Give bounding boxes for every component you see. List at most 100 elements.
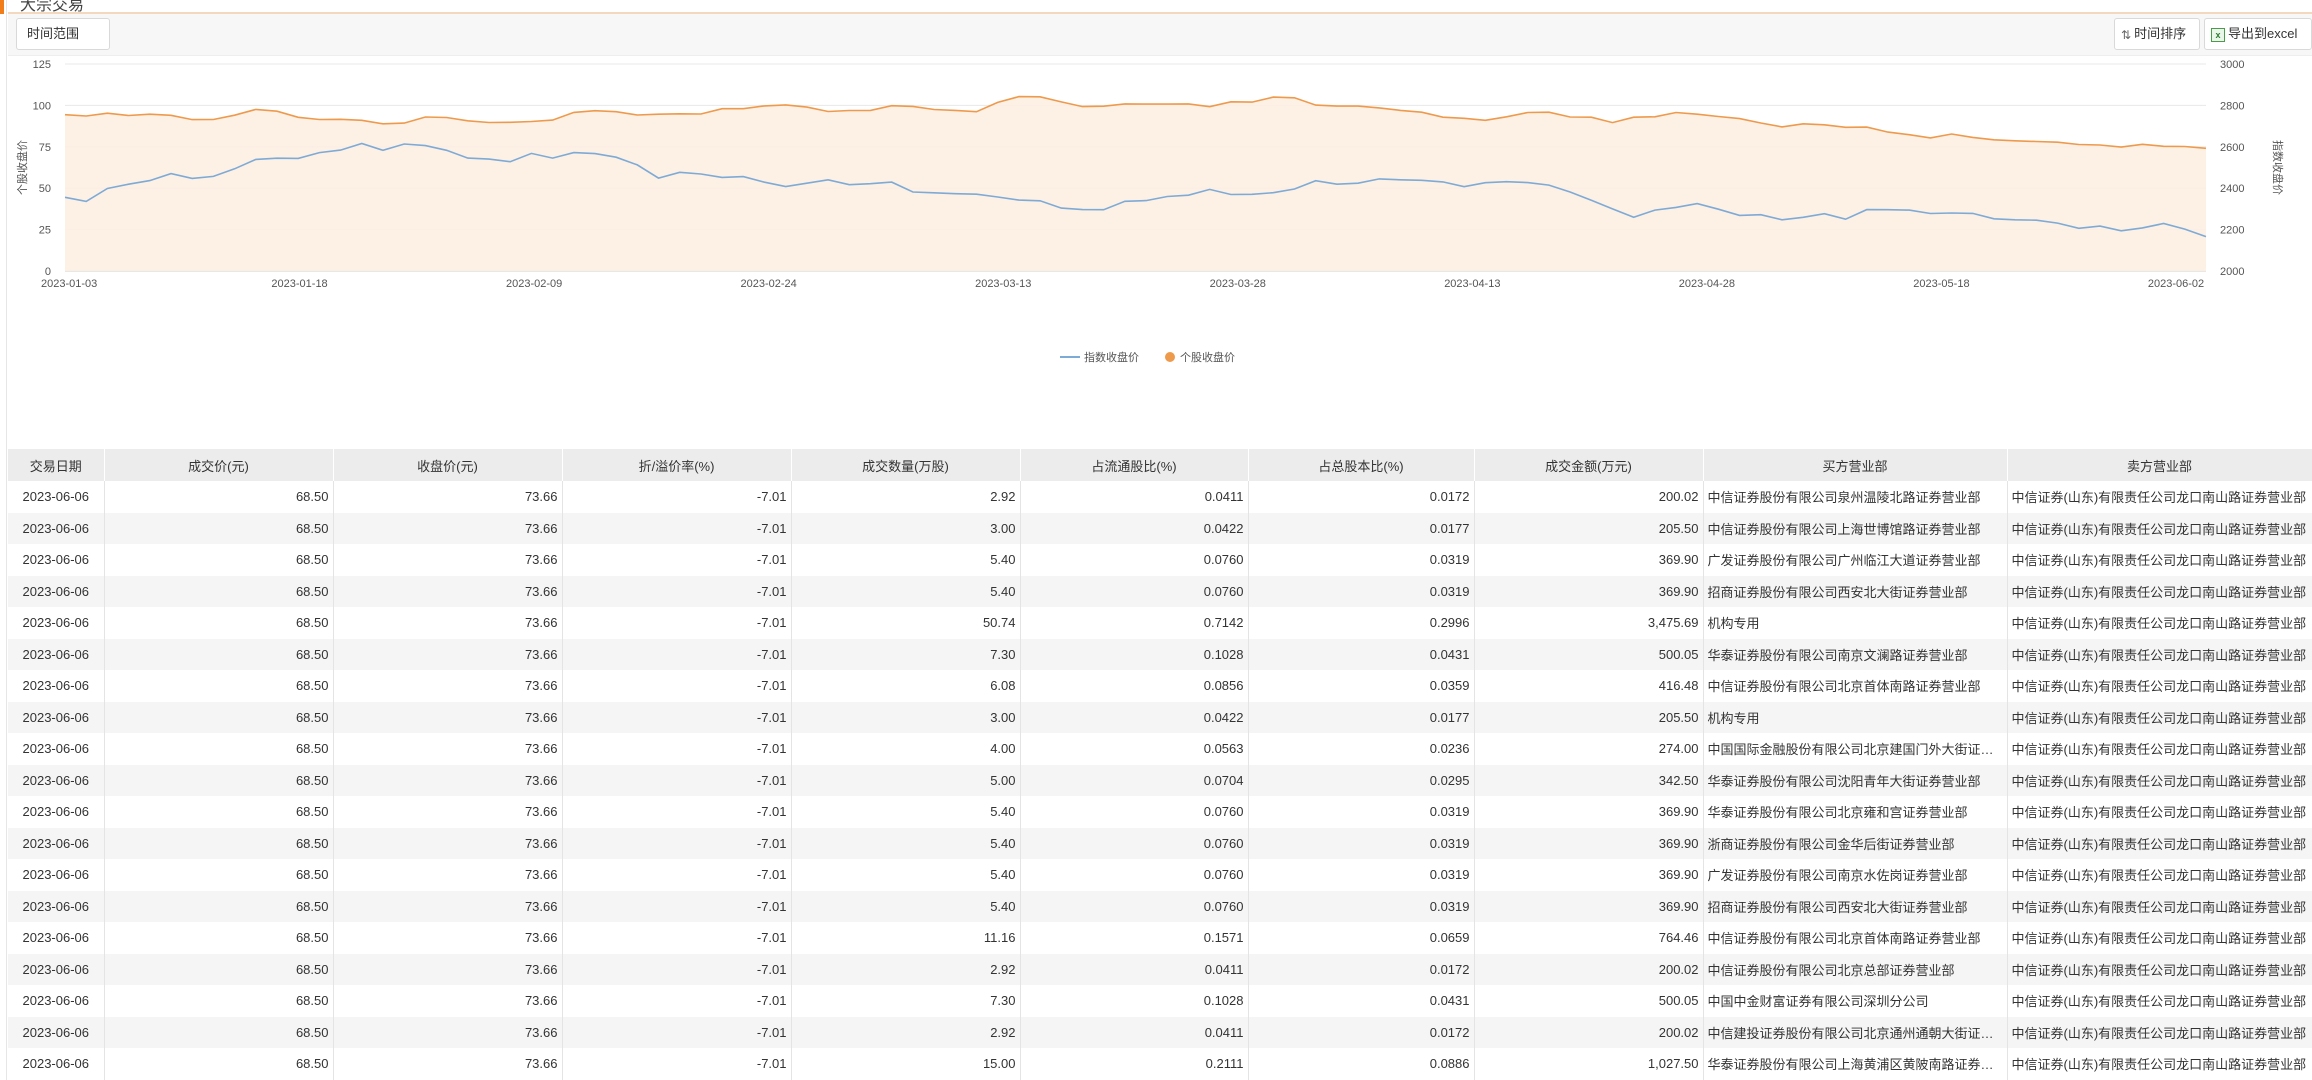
table-row[interactable]: 2023-06-06 68.50 73.66 -7.01 7.30 0.1028 0.043… bbox=[8, 638, 2312, 670]
table-row[interactable]: 2023-06-06 68.50 73.66 -7.01 6.08 0.0856 0.035… bbox=[8, 670, 2312, 702]
table-cell: 中信建投证券股份有限公司北京通州通朝大街证券营业部 bbox=[1703, 1016, 2008, 1048]
export-excel-button[interactable]: x 导出到excel bbox=[2204, 18, 2312, 50]
table-row[interactable]: 2023-06-06 68.50 73.66 -7.01 5.40 0.0760 0.031… bbox=[8, 544, 2312, 576]
table-cell: 1,027.50 bbox=[1474, 1048, 1704, 1080]
table-cell: 5.40 bbox=[791, 575, 1021, 607]
table-cell: 广发证券股份有限公司广州临江大道证券营业部 bbox=[1703, 544, 2008, 576]
table-cell: 500.05 bbox=[1474, 985, 1704, 1017]
y-tick-label-left: 125 bbox=[33, 59, 51, 71]
table-cell: 73.66 bbox=[333, 512, 563, 544]
column-header[interactable]: 成交数量(万股) bbox=[791, 449, 1021, 481]
table-row[interactable]: 2023-06-06 68.50 73.66 -7.01 5.40 0.0760 0.031… bbox=[8, 827, 2312, 859]
table-row[interactable]: 2023-06-06 68.50 73.66 -7.01 5.00 0.0704 0.029… bbox=[8, 764, 2312, 796]
table-row[interactable]: 2023-06-06 68.50 73.66 -7.01 4.00 0.0563 0.023… bbox=[8, 733, 2312, 765]
table-cell: 2023-06-06 bbox=[8, 575, 105, 607]
table-cell: -7.01 bbox=[562, 922, 792, 954]
table-cell: 0.0172 bbox=[1248, 481, 1475, 513]
table-cell: -7.01 bbox=[562, 796, 792, 828]
table-cell: 0.0856 bbox=[1020, 670, 1249, 702]
table-row[interactable]: 2023-06-06 68.50 73.66 -7.01 5.40 0.0760 0.031… bbox=[8, 859, 2312, 891]
table-cell: 中信证券(山东)有限责任公司龙口南山路证券营业部 bbox=[2007, 827, 2312, 859]
table-cell: 7.30 bbox=[791, 638, 1021, 670]
table-row[interactable]: 2023-06-06 68.50 73.66 -7.01 5.40 0.0760 0.031… bbox=[8, 575, 2312, 607]
y-tick-label-left: 0 bbox=[45, 266, 51, 278]
toolbar: 时间范围 ⇅ 时间排序 x 导出到excel bbox=[8, 14, 2312, 56]
table-cell: 73.66 bbox=[333, 607, 563, 639]
table-cell: 0.0411 bbox=[1020, 1016, 1249, 1048]
table-cell: 68.50 bbox=[104, 1048, 334, 1080]
excel-icon: x bbox=[2211, 27, 2225, 42]
table-cell: 11.16 bbox=[791, 922, 1021, 954]
column-header[interactable]: 买方营业部 bbox=[1703, 449, 2008, 481]
legend-label-index: 指数收盘价 bbox=[1084, 350, 1139, 364]
table-cell: 华泰证券股份有限公司沈阳青年大街证券营业部 bbox=[1703, 764, 2008, 796]
y-tick-label-right: 2800 bbox=[2220, 100, 2244, 112]
table-cell: 0.0177 bbox=[1248, 512, 1475, 544]
table-cell: 0.0659 bbox=[1248, 922, 1475, 954]
table-cell: 0.0295 bbox=[1248, 764, 1475, 796]
table-cell: 0.2996 bbox=[1248, 607, 1475, 639]
table-cell: 3.00 bbox=[791, 701, 1021, 733]
table-row[interactable]: 2023-06-06 68.50 73.66 -7.01 5.40 0.0760 0.031… bbox=[8, 796, 2312, 828]
table-row[interactable]: 2023-06-06 68.50 73.66 -7.01 3.00 0.0422 0.017… bbox=[8, 512, 2312, 544]
table-cell: 2023-06-06 bbox=[8, 670, 105, 702]
table-row[interactable]: 2023-06-06 68.50 73.66 -7.01 5.40 0.0760 0.031… bbox=[8, 890, 2312, 922]
block-trade-table: 交易日期 成交价(元) 收盘价(元) 折/溢价率(%) 成交数量(万股) 占流通股比(%)… bbox=[8, 449, 2312, 1080]
x-tick-label: 2023-05-18 bbox=[1913, 278, 1969, 290]
table-row[interactable]: 2023-06-06 68.50 73.66 -7.01 2.92 0.0411 0.017… bbox=[8, 953, 2312, 985]
column-header[interactable]: 成交价(元) bbox=[104, 449, 334, 481]
table-cell: 68.50 bbox=[104, 827, 334, 859]
table-cell: -7.01 bbox=[562, 764, 792, 796]
time-sort-button[interactable]: ⇅ 时间排序 bbox=[2114, 18, 2200, 50]
table-row[interactable]: 2023-06-06 68.50 73.66 -7.01 2.92 0.0411 0.017… bbox=[8, 481, 2312, 513]
table-row[interactable]: 2023-06-06 68.50 73.66 -7.01 11.16 0.1571 0.06… bbox=[8, 922, 2312, 954]
table-cell: 73.66 bbox=[333, 1016, 563, 1048]
table-cell: -7.01 bbox=[562, 953, 792, 985]
table-cell: 15.00 bbox=[791, 1048, 1021, 1080]
table-cell: 369.90 bbox=[1474, 827, 1704, 859]
table-cell: 中信证券股份有限公司北京首体南路证券营业部 bbox=[1703, 922, 2008, 954]
y-tick-label-right: 3000 bbox=[2220, 59, 2244, 71]
column-header[interactable]: 占总股本比(%) bbox=[1248, 449, 1475, 481]
table-cell: 3.00 bbox=[791, 512, 1021, 544]
column-header[interactable]: 交易日期 bbox=[8, 449, 105, 481]
column-header[interactable]: 成交金额(万元) bbox=[1474, 449, 1704, 481]
table-cell: 50.74 bbox=[791, 607, 1021, 639]
table-cell: 0.0563 bbox=[1020, 733, 1249, 765]
x-tick-label: 2023-03-28 bbox=[1210, 278, 1266, 290]
x-tick-label: 2023-04-28 bbox=[1679, 278, 1735, 290]
table-cell: 0.1028 bbox=[1020, 638, 1249, 670]
y-tick-label-left: 100 bbox=[33, 100, 51, 112]
table-cell: 73.66 bbox=[333, 701, 563, 733]
table-cell: 0.0319 bbox=[1248, 544, 1475, 576]
table-cell: 5.40 bbox=[791, 796, 1021, 828]
column-header[interactable]: 收盘价(元) bbox=[333, 449, 563, 481]
table-cell: 73.66 bbox=[333, 670, 563, 702]
table-cell: 5.40 bbox=[791, 890, 1021, 922]
table-cell: 73.66 bbox=[333, 985, 563, 1017]
y-tick-label-left: 75 bbox=[39, 142, 51, 154]
table-header-row: 交易日期 成交价(元) 收盘价(元) 折/溢价率(%) 成交数量(万股) 占流通股比(%)… bbox=[8, 449, 2312, 481]
table-cell: 68.50 bbox=[104, 764, 334, 796]
table-cell: 0.0760 bbox=[1020, 796, 1249, 828]
table-row[interactable]: 2023-06-06 68.50 73.66 -7.01 3.00 0.0422 0.017… bbox=[8, 701, 2312, 733]
price-chart: 0 25 50 75 100 125 2000 2200 2400 2600 2800 3000 202… bbox=[8, 57, 2312, 437]
legend-swatch-stock bbox=[1165, 352, 1175, 362]
table-cell: 6.08 bbox=[791, 670, 1021, 702]
table-cell: 68.50 bbox=[104, 638, 334, 670]
table-cell: 7.30 bbox=[791, 985, 1021, 1017]
column-header[interactable]: 折/溢价率(%) bbox=[562, 449, 792, 481]
table-row[interactable]: 2023-06-06 68.50 73.66 -7.01 50.74 0.7142 0.29… bbox=[8, 607, 2312, 639]
table-cell: 0.0760 bbox=[1020, 859, 1249, 891]
column-header[interactable]: 占流通股比(%) bbox=[1020, 449, 1249, 481]
table-row[interactable]: 2023-06-06 68.50 73.66 -7.01 7.30 0.1028 0.043… bbox=[8, 985, 2312, 1017]
x-tick-label: 2023-02-24 bbox=[741, 278, 797, 290]
table-row[interactable]: 2023-06-06 68.50 73.66 -7.01 15.00 0.2111 0.08… bbox=[8, 1048, 2312, 1080]
table-cell: 中国国际金融股份有限公司北京建国门外大街证券营业部 bbox=[1703, 733, 2008, 765]
time-range-button[interactable]: 时间范围 bbox=[16, 18, 110, 50]
table-cell: 2023-06-06 bbox=[8, 890, 105, 922]
table-cell: 2023-06-06 bbox=[8, 638, 105, 670]
column-header[interactable]: 卖方营业部 bbox=[2007, 449, 2312, 481]
table-row[interactable]: 2023-06-06 68.50 73.66 -7.01 2.92 0.0411 0.017… bbox=[8, 1016, 2312, 1048]
section-title-strip: 大宗交易 bbox=[8, 0, 2312, 14]
